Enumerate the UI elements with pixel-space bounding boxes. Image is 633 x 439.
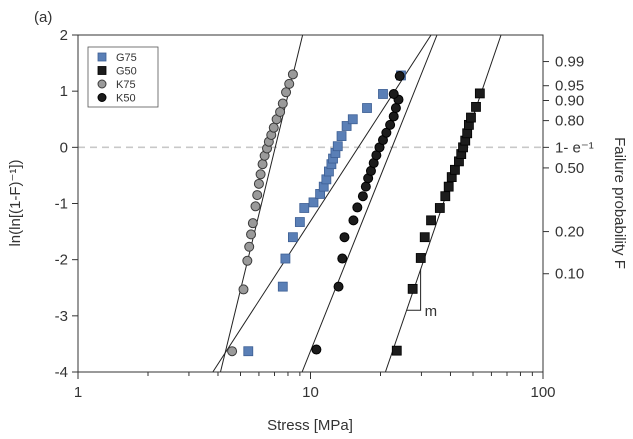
point-g75 [280,253,291,264]
point-k75 [253,178,264,189]
point-k75 [244,241,255,252]
point-g75 [308,197,319,208]
point-k75 [227,346,238,357]
point-k50 [311,344,322,355]
slope-triangle [406,269,422,311]
point-k50 [339,232,350,243]
point-g50 [474,88,485,99]
point-g50 [415,253,426,263]
legend-marker-g75 [97,52,107,62]
y2-tick-label: 0.10 [555,266,584,283]
legend-label-k50: K50 [116,93,136,105]
y-tick-label: 0 [60,139,68,156]
point-k75 [275,106,286,117]
y-tick-label: 1 [60,83,68,100]
point-k75 [255,169,266,180]
point-g75 [347,114,358,125]
point-g50 [450,164,460,175]
y2-tick-label: 0.99 [555,54,584,71]
point-g75 [332,141,343,152]
point-k75 [257,159,268,170]
point-g75 [294,217,305,227]
y2-tick-label: 0.50 [555,160,584,177]
legend-label-k75: K75 [116,79,136,91]
point-k75 [247,218,258,229]
y2-tick-label: 1- e⁻¹ [555,139,594,156]
point-k50 [337,253,348,264]
slope-label: m [425,303,438,320]
series-g75 [243,70,406,357]
point-k50 [388,88,399,99]
fit-line-k50 [301,35,438,372]
point-k50 [385,119,396,130]
point-g50 [471,101,481,112]
point-g75 [378,89,388,99]
y-axis-label: ln(ln[(1-F)⁻¹]) [7,159,24,246]
point-g50 [440,191,451,202]
point-g75 [277,281,288,292]
point-k75 [287,69,298,80]
point-g75 [243,346,254,357]
legend-label-g50: G50 [116,66,137,78]
legend-marker-k50 [97,93,107,102]
point-k75 [277,98,288,109]
y2-axis-label: Failure probability F [611,137,628,269]
point-k75 [284,78,295,89]
point-g50 [407,283,418,294]
point-k50 [381,127,392,138]
point-k50 [357,191,368,202]
y-tick-label: -2 [55,252,68,269]
point-k50 [360,181,371,192]
slope-annotation: m [406,269,438,320]
series-k75 [227,69,298,357]
y-tick-label: -3 [55,308,68,325]
point-k50 [390,103,401,114]
point-g50 [391,345,402,356]
point-k75 [268,122,279,133]
point-g50 [466,112,476,123]
point-k75 [246,229,257,240]
y-tick-label: -4 [55,364,68,381]
x-tick-label: 100 [530,384,555,401]
series-k50 [311,71,405,355]
point-k50 [352,202,363,213]
point-k75 [281,87,292,98]
point-g50 [426,215,436,226]
point-k75 [250,201,261,212]
x-axis-label: Stress [MPa] [267,417,353,434]
point-g75 [336,131,347,142]
y-tick-label: -1 [55,196,68,213]
y2-tick-label: 0.95 [555,78,584,95]
x-tick-label: 1 [74,384,82,401]
point-g50 [434,203,445,213]
point-g75 [362,103,372,113]
legend-label-g75: G75 [116,52,137,64]
x-tick-label: 10 [302,384,319,401]
y2-tick-label: 0.80 [555,113,584,130]
point-k75 [238,284,249,295]
point-k50 [388,111,399,122]
point-g50 [462,128,473,139]
panel-label: (a) [34,9,52,26]
series-g50 [391,88,485,356]
point-g75 [341,121,352,131]
y2-tick-label: 0.90 [555,92,584,109]
point-g50 [419,232,430,243]
point-k50 [394,71,405,82]
point-k50 [333,281,344,292]
y-tick-label: 2 [60,27,68,44]
point-k75 [252,190,263,201]
point-k75 [242,255,253,266]
point-g75 [299,203,310,213]
point-g75 [287,232,298,243]
point-g50 [443,181,454,192]
legend-marker-g50 [97,66,107,75]
point-k50 [348,215,359,226]
axes: -4 -3 -2 -1 0 1 2 1 10 100 0.99 0.950.90 0.80 1- e⁻¹ 0… [55,27,594,401]
data-points [227,69,485,357]
legend-marker-k75 [97,79,107,89]
y2-tick-label: 0.20 [555,224,584,241]
